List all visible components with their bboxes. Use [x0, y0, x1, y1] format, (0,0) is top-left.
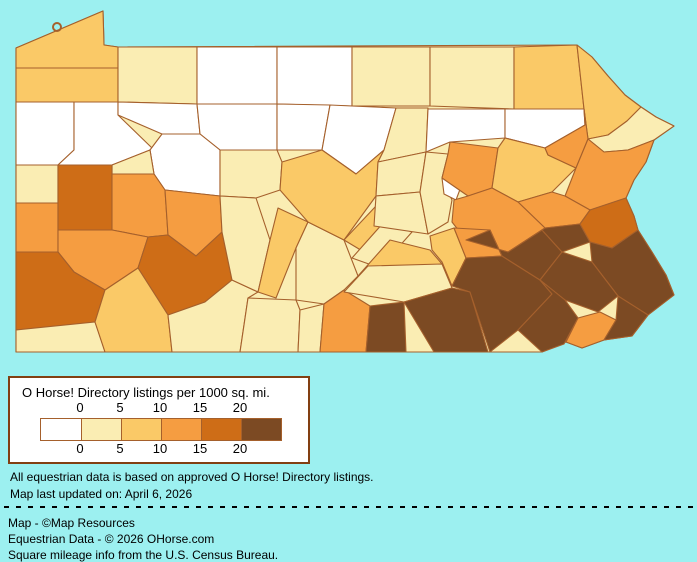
legend-swatch-5: [241, 419, 281, 440]
county-cumberland: [343, 263, 453, 303]
legend-tick-top-15: 15: [192, 400, 208, 415]
county-philadelphia: [603, 295, 649, 341]
credit-census-bureau: Square mileage info from the U.S. Census…: [8, 548, 279, 562]
county-susquehanna: [513, 44, 585, 110]
legend-color-ramp: [40, 418, 282, 441]
credit-map-resources: Map - ©Map Resources: [8, 516, 135, 530]
legend-tick-top-5: 5: [116, 400, 124, 415]
note-last-updated: Map last updated on: April 6, 2026: [10, 487, 193, 501]
legend-tick-top-20: 20: [232, 400, 248, 415]
pennsylvania-county-choropleth: [15, 10, 675, 353]
county-cameron: [276, 103, 331, 151]
county-lehigh: [541, 223, 591, 253]
county-mckean: [196, 46, 278, 105]
county-monroe: [564, 138, 655, 211]
county-adams: [365, 301, 407, 353]
presque-isle-peninsula: [52, 22, 62, 32]
county-clearfield: [219, 149, 283, 199]
legend-swatch-2: [121, 419, 161, 440]
legend-tick-bottom-15: 15: [192, 441, 208, 456]
county-bedford: [239, 297, 301, 353]
county-sullivan: [425, 108, 506, 153]
county-warren: [117, 46, 198, 105]
county-york: [403, 287, 489, 353]
legend-box: O Horse! Directory listings per 1000 sq.…: [8, 376, 310, 464]
legend-tick-bottom-20: 20: [232, 441, 248, 456]
legend-tick-top-10: 10: [152, 400, 168, 415]
legend-swatch-4: [201, 419, 241, 440]
county-bradford: [429, 46, 515, 110]
county-somerset: [167, 279, 259, 353]
county-tioga: [351, 46, 431, 107]
county-lawrence: [15, 164, 59, 204]
dashed-divider: [4, 506, 693, 508]
county-crawford: [15, 67, 119, 103]
legend-swatch-0: [41, 419, 81, 440]
legend-tick-top-0: 0: [76, 400, 84, 415]
map-area: [15, 10, 675, 353]
county-snyder: [373, 191, 429, 235]
legend-title: O Horse! Directory listings per 1000 sq.…: [22, 385, 270, 400]
legend-tick-bottom-0: 0: [76, 441, 84, 456]
county-armstrong: [111, 173, 169, 238]
county-chester: [517, 279, 579, 353]
county-potter: [276, 46, 353, 107]
legend-tick-bottom-5: 5: [116, 441, 124, 456]
county-mercer: [15, 101, 75, 166]
county-beaver: [15, 202, 59, 253]
credit-equestrian-data: Equestrian Data - © 2026 OHorse.com: [8, 532, 215, 546]
legend-swatch-3: [161, 419, 201, 440]
note-data-source: All equestrian data is based on approved…: [10, 470, 374, 484]
county-butler: [57, 164, 113, 231]
legend-tick-bottom-10: 10: [152, 441, 168, 456]
county-erie: [15, 10, 119, 69]
legend-swatch-1: [81, 419, 121, 440]
